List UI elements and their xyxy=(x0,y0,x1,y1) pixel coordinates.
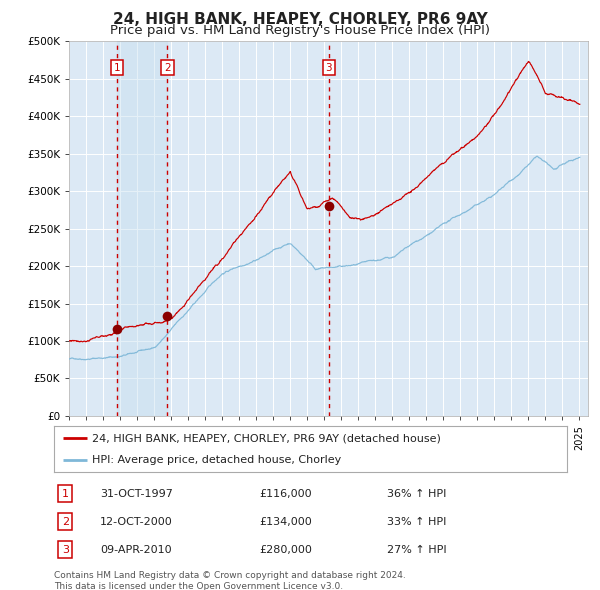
Text: 2: 2 xyxy=(164,63,170,73)
Text: 33% ↑ HPI: 33% ↑ HPI xyxy=(388,517,447,526)
Text: 2: 2 xyxy=(62,517,69,526)
Text: 3: 3 xyxy=(326,63,332,73)
Text: 24, HIGH BANK, HEAPEY, CHORLEY, PR6 9AY (detached house): 24, HIGH BANK, HEAPEY, CHORLEY, PR6 9AY … xyxy=(92,434,442,444)
Text: 3: 3 xyxy=(62,545,69,555)
Bar xyxy=(117,41,167,416)
Text: £134,000: £134,000 xyxy=(259,517,312,526)
Text: 09-APR-2010: 09-APR-2010 xyxy=(100,545,172,555)
Text: 24, HIGH BANK, HEAPEY, CHORLEY, PR6 9AY: 24, HIGH BANK, HEAPEY, CHORLEY, PR6 9AY xyxy=(113,12,487,27)
Text: 1: 1 xyxy=(62,489,69,499)
Text: £280,000: £280,000 xyxy=(259,545,312,555)
Text: 1: 1 xyxy=(114,63,121,73)
Text: 27% ↑ HPI: 27% ↑ HPI xyxy=(388,545,447,555)
Text: HPI: Average price, detached house, Chorley: HPI: Average price, detached house, Chor… xyxy=(92,455,342,466)
Text: £116,000: £116,000 xyxy=(259,489,312,499)
Text: 36% ↑ HPI: 36% ↑ HPI xyxy=(388,489,447,499)
Text: Contains HM Land Registry data © Crown copyright and database right 2024.
This d: Contains HM Land Registry data © Crown c… xyxy=(54,571,406,590)
Text: 31-OCT-1997: 31-OCT-1997 xyxy=(100,489,173,499)
Text: Price paid vs. HM Land Registry's House Price Index (HPI): Price paid vs. HM Land Registry's House … xyxy=(110,24,490,37)
Text: 12-OCT-2000: 12-OCT-2000 xyxy=(100,517,173,526)
